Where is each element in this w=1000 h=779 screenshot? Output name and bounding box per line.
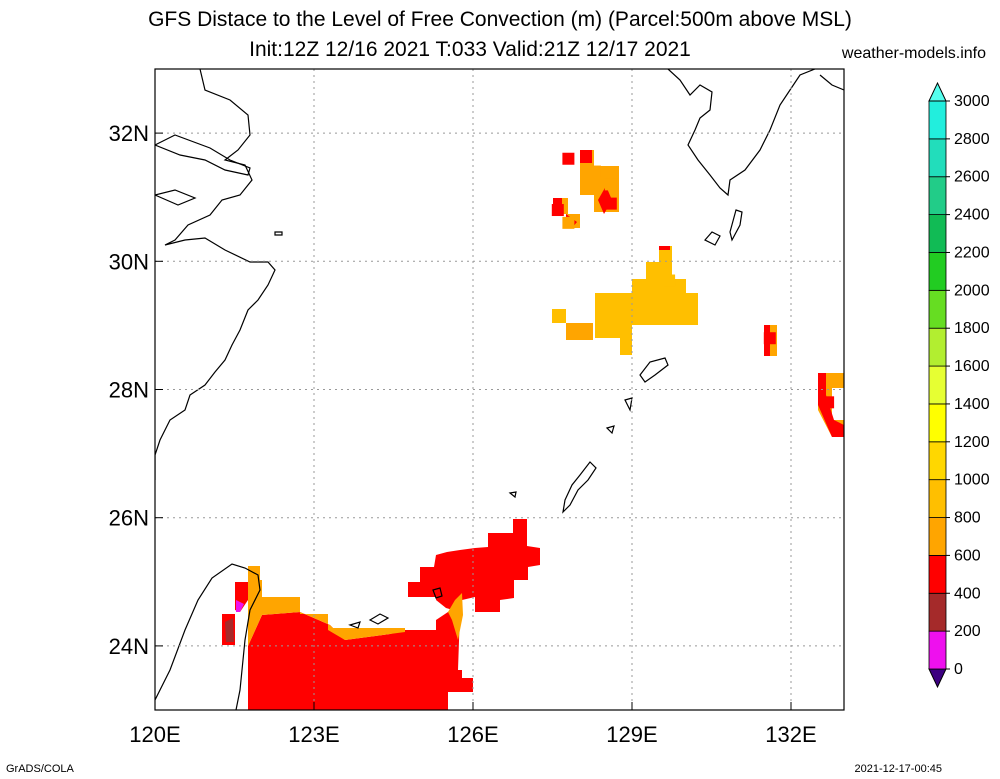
graticule [155, 69, 844, 710]
colorbar-label: 2200 [954, 244, 990, 261]
field-cell [562, 216, 575, 229]
coast-island-f [605, 425, 615, 435]
field-cell [562, 152, 575, 165]
field-orange-north2 [566, 323, 593, 340]
field-orange-band [328, 628, 405, 640]
field-red-n7 [659, 246, 670, 250]
colorbar-bin [928, 517, 947, 556]
coastlines [155, 69, 844, 710]
colorbar-label: 200 [954, 623, 981, 640]
colorbar-bin [928, 176, 947, 216]
field-cell [551, 204, 564, 217]
coast-japan-b [819, 74, 844, 91]
field-cell [604, 178, 617, 191]
field-orange-west [248, 566, 260, 582]
colorbar-label: 1000 [954, 472, 990, 489]
colorbar-bin [928, 252, 947, 291]
colorbar-label: 600 [954, 547, 981, 564]
colorbar-label: 2600 [954, 169, 990, 186]
lat-tick-label: 26N [109, 506, 149, 531]
coast-china-c [155, 189, 197, 206]
coast-okinawa [562, 461, 597, 514]
lon-tick-label: 126E [447, 722, 498, 747]
field-cell [663, 274, 676, 287]
map-title: GFS Distace to the Level of Free Convect… [148, 8, 852, 31]
lon-tick-label: 120E [129, 722, 180, 747]
coast-taiwan [155, 563, 261, 710]
colorbar-bin [928, 441, 947, 481]
colorbar-label: 800 [954, 510, 981, 527]
coast-japan [667, 69, 816, 197]
field-orange-south [248, 580, 345, 646]
colorbar: 0 200 400 600 800 1000 1200 1400 1600 1800 2000 220… [928, 81, 990, 689]
coast-island-e [624, 397, 633, 412]
colorbar-label: 2800 [954, 131, 990, 148]
colorbar-label: 2000 [954, 282, 990, 299]
colorbar-bin [928, 479, 947, 518]
colorbar-bin [928, 630, 947, 670]
colorbar-label: 2400 [954, 207, 990, 224]
colorbar-bin [928, 100, 947, 140]
coast-china [155, 69, 276, 480]
colorbar-label: 1600 [954, 358, 990, 375]
footer-left: GrADS/COLA [6, 763, 74, 775]
field-cell [588, 165, 601, 178]
colorbar-under [928, 668, 947, 689]
colorbar-bin [928, 555, 947, 594]
colorbar-bin [928, 327, 947, 367]
coast-island-a [274, 231, 283, 236]
lon-tick-label: 132E [765, 722, 816, 747]
coast-island-i [368, 613, 390, 625]
colorbar-label: 1200 [954, 434, 990, 451]
site-credit: weather-models.info [841, 45, 986, 62]
colorbar-bin [928, 214, 947, 253]
colorbar-bin [928, 592, 947, 632]
field-cell [763, 332, 776, 345]
field-red-n6 [818, 373, 844, 437]
field-orange-east [448, 593, 463, 640]
coast-island-j [348, 621, 361, 629]
lat-tick-label: 28N [109, 378, 149, 403]
lat-tick-label: 32N [109, 121, 149, 146]
field-cell [822, 396, 835, 409]
axis-ticks: 120E 123E 126E 129E 132E 24N 26N 28N 30N 32N [109, 121, 817, 747]
lon-tick-label: 123E [288, 722, 339, 747]
colorbar-label: 1800 [954, 320, 990, 337]
lfc-field [222, 150, 844, 710]
colorbar-label: 0 [954, 661, 963, 678]
lon-tick-label: 129E [606, 722, 657, 747]
map-subtitle: Init:12Z 12/16 2021 T:033 Valid:21Z 12/1… [249, 38, 691, 61]
colorbar-label: 1400 [954, 396, 990, 413]
lat-tick-label: 30N [109, 249, 149, 274]
coast-island-d [639, 357, 669, 383]
coast-island-g [508, 491, 517, 499]
colorbar-bin [928, 289, 947, 329]
field-red-south [248, 519, 540, 710]
coast-china-b [155, 134, 251, 176]
field-brown-small [225, 618, 234, 642]
field-red-n1 [580, 150, 592, 163]
field-magenta-small [236, 600, 244, 612]
field-cell [604, 197, 617, 210]
colorbar-over [928, 81, 947, 102]
colorbar-bin [928, 403, 947, 443]
coast-island-c [729, 209, 743, 242]
coast-island-h [432, 587, 443, 599]
colorbar-label: 400 [954, 585, 981, 602]
coast-island-b [704, 231, 721, 246]
lat-tick-label: 24N [109, 634, 149, 659]
colorbar-label: 3000 [954, 93, 990, 110]
colorbar-bin [928, 138, 947, 178]
footer-right: 2021-12-17-00:45 [854, 763, 942, 775]
colorbar-bin [928, 365, 947, 405]
